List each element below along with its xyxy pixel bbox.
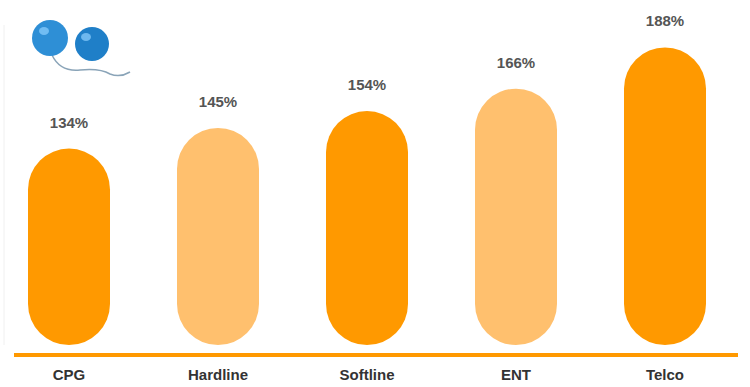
- data-label: 166%: [497, 54, 535, 71]
- bars: [28, 47, 706, 345]
- bar: [28, 149, 110, 345]
- category-label: CPG: [53, 366, 86, 383]
- bar: [624, 47, 706, 345]
- balloon: [32, 20, 68, 56]
- y-axis-line: [4, 25, 5, 345]
- data-label: 154%: [348, 76, 386, 93]
- data-label: 188%: [646, 12, 684, 29]
- category-label: Telco: [646, 366, 684, 383]
- chart-svg: 134% CPG 145% Hardline 154% Softline 166% ENT 18…: [0, 0, 750, 387]
- data-label: 145%: [199, 93, 237, 110]
- balloon-highlight: [81, 33, 91, 41]
- baseline: [14, 353, 738, 357]
- balloon-highlight: [39, 27, 49, 35]
- data-label: 134%: [50, 114, 88, 131]
- bar: [326, 111, 408, 345]
- balloon: [75, 27, 109, 61]
- category-label: Softline: [340, 366, 395, 383]
- chart-container: 134% CPG 145% Hardline 154% Softline 166% ENT 18…: [0, 0, 750, 387]
- category-label: Hardline: [188, 366, 248, 383]
- balloon-icon: [32, 20, 130, 76]
- bar: [475, 89, 557, 345]
- labels: 134% CPG 145% Hardline 154% Softline 166% ENT 18…: [50, 12, 684, 383]
- bar: [177, 128, 259, 345]
- category-label: ENT: [501, 366, 531, 383]
